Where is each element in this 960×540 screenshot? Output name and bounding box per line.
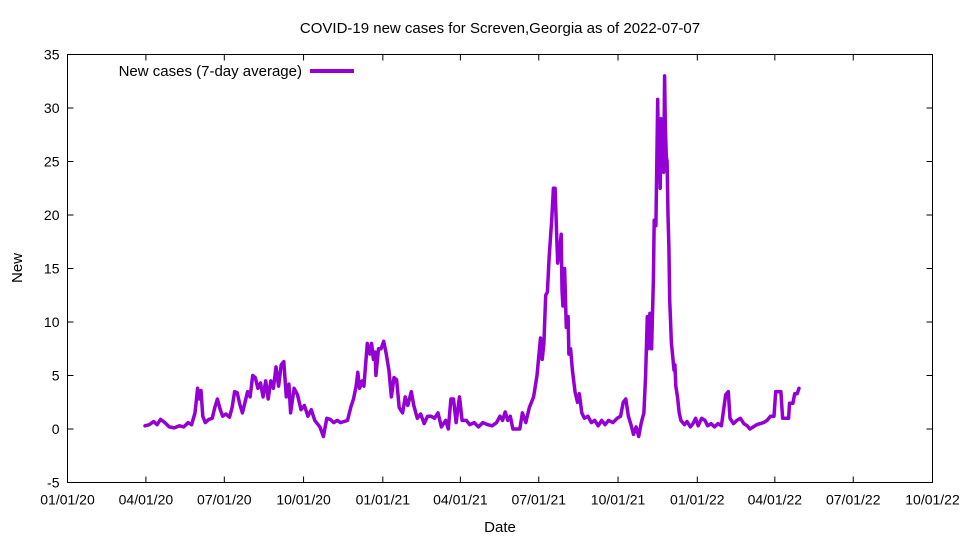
legend: New cases (7-day average) — [119, 63, 354, 80]
y-tick-label: 35 — [44, 47, 60, 63]
series-line-new-cases — [143, 74, 801, 439]
x-axis-label: Date — [484, 519, 516, 536]
x-tick-label: 07/01/22 — [826, 492, 881, 508]
x-tick-label: 10/01/21 — [591, 492, 646, 508]
legend-label: New cases (7-day average) — [119, 63, 302, 80]
x-tick-label: 01/01/20 — [40, 492, 95, 508]
y-tick-label: 15 — [44, 261, 60, 277]
y-tick-label: -5 — [47, 475, 60, 491]
x-tick-label: 04/01/21 — [433, 492, 488, 508]
x-tick-label: 10/01/22 — [905, 492, 960, 508]
x-tick-label: 04/01/22 — [748, 492, 803, 508]
x-tick-label: 01/01/22 — [670, 492, 725, 508]
y-tick-label: 25 — [44, 154, 60, 170]
chart-title: COVID-19 new cases for Screven,Georgia a… — [300, 20, 700, 37]
x-tick-label: 07/01/21 — [512, 492, 567, 508]
x-axis-ticks: 01/01/20 04/01/20 07/01/20 10/01/20 01/01/21… — [40, 54, 960, 508]
y-axis-label: New — [9, 253, 26, 283]
y-tick-label: 30 — [44, 100, 60, 116]
y-tick-label: 20 — [44, 207, 60, 223]
x-tick-label: 04/01/20 — [119, 492, 174, 508]
x-tick-label: 10/01/20 — [276, 492, 331, 508]
y-tick-label: 10 — [44, 314, 60, 330]
y-tick-label: 0 — [52, 421, 60, 437]
y-tick-label: 5 — [52, 368, 60, 384]
x-tick-label: 01/01/21 — [356, 492, 411, 508]
x-tick-label: 07/01/20 — [197, 492, 252, 508]
plot-frame — [67, 54, 933, 483]
y-axis-ticks: -5 0 5 10 15 20 25 30 35 — [44, 47, 933, 491]
